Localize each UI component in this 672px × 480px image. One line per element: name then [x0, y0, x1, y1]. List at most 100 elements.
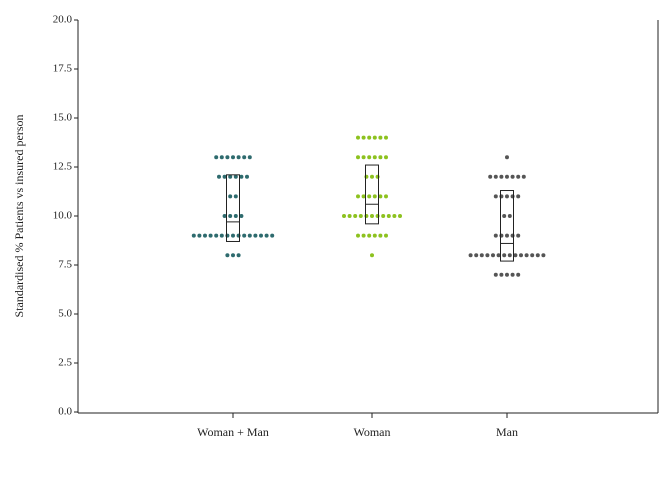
dot — [356, 233, 360, 238]
dot — [378, 135, 383, 140]
dot — [541, 253, 546, 258]
dot — [231, 155, 235, 160]
dot — [505, 233, 509, 238]
dot — [203, 233, 207, 238]
dot — [496, 253, 501, 258]
dot — [378, 155, 383, 160]
dot — [507, 253, 512, 258]
dot — [392, 214, 397, 218]
dot — [493, 233, 498, 238]
dot — [524, 253, 529, 258]
dot — [530, 253, 535, 258]
dot — [398, 214, 402, 218]
dot — [356, 155, 360, 160]
dot — [372, 135, 377, 140]
dot — [358, 214, 363, 218]
dot — [370, 214, 374, 218]
dot — [361, 155, 366, 160]
y-axis-label: Standardised % Patients vs insured perso… — [12, 115, 26, 318]
dot — [214, 155, 219, 160]
dot — [505, 272, 509, 277]
y-tick-label: 12.5 — [53, 161, 73, 173]
dot — [519, 253, 523, 258]
dot — [516, 174, 521, 179]
dot — [222, 214, 227, 218]
dot — [510, 272, 515, 277]
dot — [228, 194, 233, 199]
x-tick-label: Man — [496, 425, 518, 439]
dot — [247, 155, 252, 160]
dot — [384, 135, 388, 140]
dot — [372, 155, 377, 160]
dot — [214, 233, 219, 238]
dot — [505, 174, 509, 179]
dot — [378, 194, 383, 199]
dot — [225, 253, 230, 258]
dot — [474, 253, 479, 258]
dot — [502, 214, 507, 218]
dot — [521, 174, 526, 179]
dot — [491, 253, 495, 258]
dot — [222, 174, 227, 179]
y-tick-label: 17.5 — [53, 63, 73, 75]
dot — [247, 233, 252, 238]
dot — [507, 214, 512, 218]
dot — [342, 214, 346, 218]
y-tick-label: 5.0 — [58, 308, 72, 320]
dot — [386, 214, 391, 218]
dot — [384, 194, 388, 199]
dot — [510, 174, 515, 179]
dot — [502, 253, 507, 258]
dot — [347, 214, 352, 218]
dot — [367, 155, 372, 160]
dot — [505, 194, 509, 199]
dot — [367, 194, 372, 199]
dot — [264, 233, 269, 238]
dot — [208, 233, 213, 238]
dot — [259, 233, 263, 238]
dot — [381, 214, 386, 218]
dot — [499, 272, 504, 277]
dot — [485, 253, 490, 258]
dot — [361, 194, 366, 199]
dot — [493, 194, 498, 199]
dot — [197, 233, 202, 238]
dot — [516, 233, 521, 238]
dot — [233, 214, 238, 218]
dot — [493, 174, 498, 179]
dot — [236, 253, 241, 258]
dot — [228, 174, 233, 179]
dot — [191, 233, 196, 238]
iqr-box — [226, 174, 240, 242]
dot — [488, 174, 493, 179]
y-tick-label: 20.0 — [53, 14, 73, 26]
dot — [356, 135, 360, 140]
dot — [239, 174, 244, 179]
dot — [468, 253, 473, 258]
y-tick-label: 7.5 — [58, 259, 72, 271]
dot — [242, 155, 247, 160]
dot — [253, 233, 258, 238]
x-tick-label: Woman + Man — [197, 425, 269, 439]
dot — [225, 155, 230, 160]
dot — [516, 194, 521, 199]
dot — [378, 233, 383, 238]
dot — [270, 233, 275, 238]
dot — [239, 214, 244, 218]
dot — [516, 272, 521, 277]
dot — [219, 233, 224, 238]
iqr-box — [500, 190, 514, 262]
dot — [219, 155, 224, 160]
y-tick-label: 2.5 — [58, 357, 72, 369]
x-tick-label: Woman — [353, 425, 390, 439]
dot — [233, 194, 238, 199]
dot — [228, 214, 233, 218]
dot — [236, 155, 241, 160]
y-tick-label: 15.0 — [53, 112, 73, 124]
dot — [367, 135, 372, 140]
dot — [361, 233, 366, 238]
dot — [233, 174, 238, 179]
y-tick-label: 10.0 — [53, 210, 73, 222]
dot — [479, 253, 484, 258]
dot — [513, 253, 518, 258]
